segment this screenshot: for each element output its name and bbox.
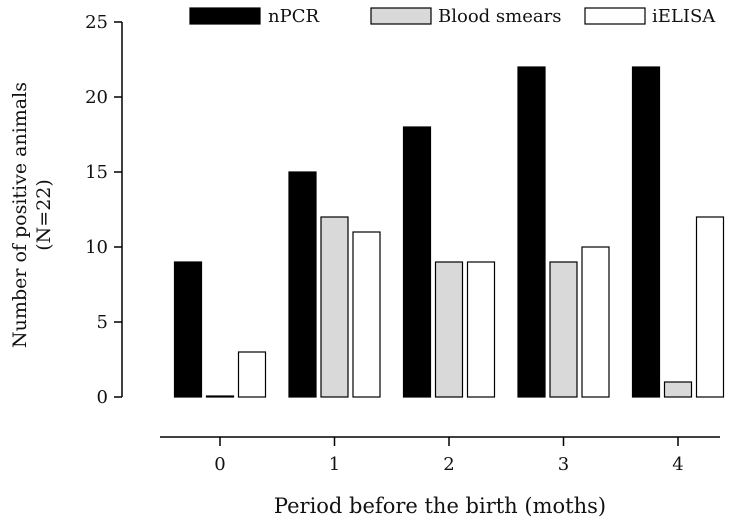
legend-label: Blood smears bbox=[438, 6, 561, 27]
legend: nPCR Blood smears iELISA bbox=[189, 6, 716, 27]
legend-label: iELISA bbox=[652, 6, 716, 27]
x-tick-label: 1 bbox=[329, 454, 340, 475]
y-tick-label: 5 bbox=[97, 312, 108, 333]
bar-blood-smears bbox=[320, 216, 349, 398]
x-tick-label: 3 bbox=[558, 454, 569, 475]
bar-npcr bbox=[288, 171, 317, 398]
bar-blood-smears bbox=[549, 261, 578, 398]
x-axis: 0 1 2 3 4 bbox=[160, 436, 720, 475]
bar-npcr bbox=[173, 261, 203, 398]
y-axis: 0 5 10 15 20 25 bbox=[85, 12, 123, 408]
y-tick-label: 10 bbox=[85, 237, 108, 258]
legend-swatch-blood-smears bbox=[370, 7, 432, 25]
y-tick-label: 25 bbox=[85, 12, 108, 33]
legend-label: nPCR bbox=[268, 6, 319, 27]
bar-npcr bbox=[402, 126, 432, 398]
y-axis-subtitle: (N=22) bbox=[33, 179, 55, 251]
x-tick-label: 0 bbox=[214, 454, 225, 475]
y-axis-title: Number of positive animals bbox=[9, 82, 31, 348]
x-axis-title: Period before the birth (moths) bbox=[274, 494, 606, 518]
bars bbox=[173, 66, 725, 398]
x-tick-label: 4 bbox=[672, 454, 683, 475]
bar-npcr bbox=[631, 66, 661, 398]
bar-ielisa bbox=[581, 246, 610, 398]
bar-ielisa bbox=[237, 351, 267, 398]
bar-ielisa bbox=[695, 216, 725, 398]
bar-ielisa bbox=[466, 261, 496, 398]
bar-ielisa bbox=[352, 231, 381, 398]
y-tick-label: 15 bbox=[85, 162, 108, 183]
x-tick-label: 2 bbox=[443, 454, 454, 475]
y-tick-label: 0 bbox=[97, 387, 108, 408]
legend-swatch-ielisa bbox=[584, 7, 646, 25]
bar-blood-smears bbox=[663, 381, 693, 398]
bar-npcr bbox=[517, 66, 546, 398]
bar-blood-smears bbox=[205, 395, 235, 398]
legend-swatch-npcr bbox=[189, 7, 261, 25]
bar-blood-smears bbox=[434, 261, 464, 398]
y-tick-label: 20 bbox=[85, 87, 108, 108]
